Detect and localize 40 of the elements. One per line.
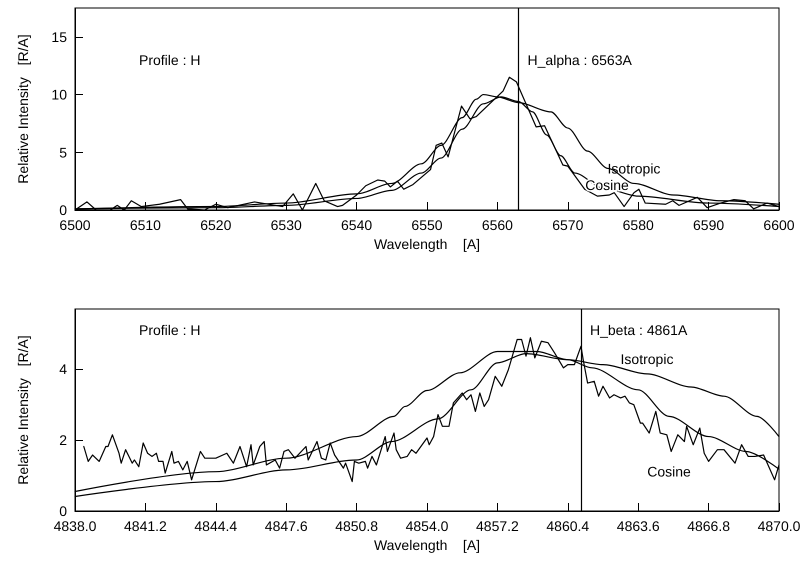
y-tick-label: 0 [59,503,68,519]
annotation: Profile : H [139,52,200,68]
y-tick-label: 4 [59,361,68,378]
x-tick-label: 4850.8 [335,518,378,534]
x-tick-label: 6550 [411,217,443,233]
y-tick-label: 5 [59,144,68,160]
y-tick-label: 15 [51,28,68,45]
x-tick-label: 4860.4 [546,518,590,534]
x-tick-label: 6510 [130,217,162,233]
x-tick-label: 4854.0 [406,518,449,534]
y-tick-label: 2 [59,432,68,448]
text: Cosine [647,463,691,480]
x-tick-label: 4863.6 [616,518,660,534]
x-tick-label: 4844.4 [194,518,238,534]
annotation: Profile : H [139,322,200,338]
x-tick-label: 6590 [693,217,724,233]
x-tick-label: 4870.0 [758,518,801,534]
x-tick-label: 6580 [622,217,654,233]
x-tick-label: 6570 [552,217,584,233]
y-tick-label: 10 [51,86,68,103]
x-tick-label: 6540 [341,217,372,233]
x-tick-label: 4841.2 [124,518,168,534]
series-label: Isotropic [608,160,660,176]
ref-line-label: H_beta : 4861A [590,322,688,338]
series-label: Isotropic [620,350,674,367]
x-tick-label: 6500 [59,217,91,233]
x-tick-label: 6530 [270,217,302,233]
x-tick-label: 4866.8 [687,518,730,534]
y-axis-title: Relative Intensity [R/A] [15,335,31,485]
x-tick-label: 6600 [763,217,795,233]
x-tick-label: 4847.6 [264,518,308,534]
x-axis-title: Wavelength [A] [374,536,480,553]
y-axis-title: Relative Intensity [R/A] [15,34,31,184]
x-axis-title: Wavelength [A] [374,236,480,252]
x-tick-label: 4838.0 [54,518,97,534]
x-tick-label: 6520 [200,217,232,233]
x-tick-label: 4857.2 [476,518,520,534]
y-tick-label: 0 [59,202,68,218]
x-tick-label: 6560 [482,217,514,233]
ref-line-label: H_alpha : 6563A [528,52,632,68]
